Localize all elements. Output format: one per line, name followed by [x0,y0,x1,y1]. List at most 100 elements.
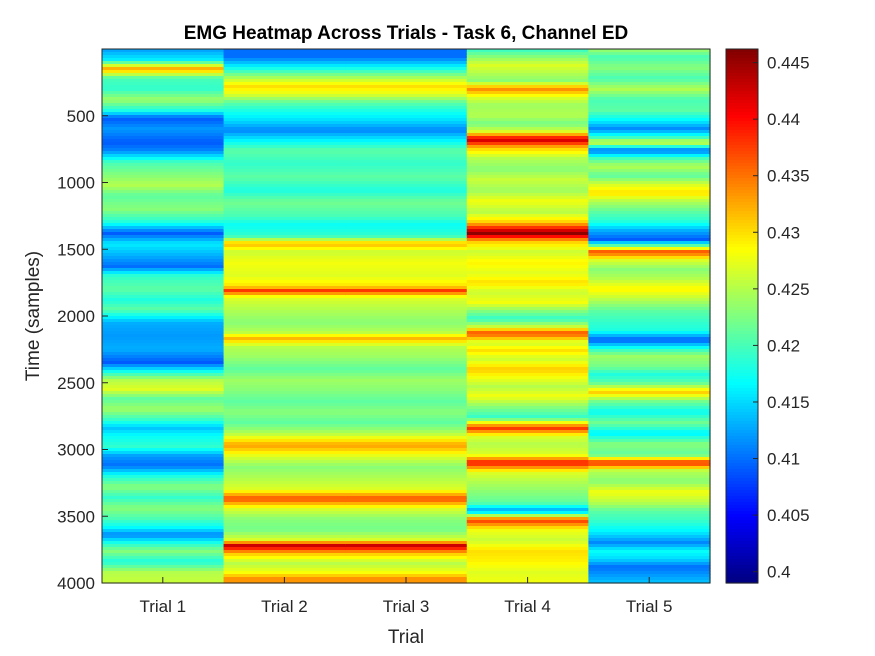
heatmap-cell [466,562,589,566]
heatmap-cell [466,73,589,77]
heatmap-cell [223,331,346,335]
heatmap-cell [466,307,589,311]
heatmap-cell [466,496,589,500]
heatmap-cell [588,529,711,533]
heatmap-cell [102,136,225,140]
heatmap-cell [223,190,346,194]
heatmap-cell [466,154,589,158]
heatmap-cell [466,97,589,101]
heatmap-cell [345,133,468,137]
colorbar-segment [726,130,758,134]
heatmap-cell [466,355,589,359]
heatmap-cell [588,184,711,188]
colorbar-segment [726,160,758,164]
heatmap-cell [345,517,468,521]
colorbar-segment [726,556,758,560]
heatmap-cell [466,403,589,407]
heatmap-cell [466,94,589,98]
heatmap-cell [345,169,468,173]
colorbar-segment [726,259,758,263]
heatmap-cell [345,553,468,557]
heatmap-cell [223,409,346,413]
heatmap-cell [466,202,589,206]
colorbar-segment [726,463,758,467]
heatmap-cell [345,286,468,290]
heatmap-cell [466,277,589,281]
heatmap-cell [345,394,468,398]
heatmap-cell [223,265,346,269]
colorbar-segment [726,478,758,482]
heatmap-cell [466,88,589,92]
heatmap-cell [588,379,711,383]
heatmap-cell [102,310,225,314]
heatmap-cell [345,292,468,296]
heatmap-cell [102,118,225,122]
heatmap-cell [588,325,711,329]
heatmap-cell [466,385,589,389]
colorbar-segment [726,205,758,209]
heatmap-cell [466,211,589,215]
heatmap-cell [466,55,589,59]
heatmap-cell [223,415,346,419]
heatmap-cell [102,490,225,494]
heatmap-cell [466,271,589,275]
heatmap-cell [588,505,711,509]
heatmap-cell [588,130,711,134]
heatmap-cell [102,256,225,260]
heatmap-cell [223,73,346,77]
heatmap-cell [223,85,346,89]
heatmap-cell [466,529,589,533]
heatmap-cell [223,442,346,446]
heatmap-cell [102,130,225,134]
heatmap-cell [223,49,346,53]
heatmap-cell [345,427,468,431]
heatmap-cell [223,352,346,356]
heatmap-cell [223,271,346,275]
heatmap-cell [102,370,225,374]
colorbar-segment [726,298,758,302]
heatmap-cell [466,538,589,542]
heatmap-cell [102,352,225,356]
heatmap-cell [102,79,225,83]
heatmap-cell [345,487,468,491]
heatmap-cell [223,568,346,572]
heatmap-cell [223,451,346,455]
heatmap-cell [466,280,589,284]
heatmap-cell [345,424,468,428]
colorbar-segment [726,265,758,269]
heatmap-cell [102,271,225,275]
colorbar-segment [726,64,758,68]
colorbar-segment [726,76,758,80]
heatmap-cell [102,178,225,182]
heatmap-cell [466,574,589,578]
heatmap-cell [588,100,711,104]
heatmap-cell [466,358,589,362]
heatmap-cell [466,82,589,86]
heatmap-cell [588,274,711,278]
colorbar-segment [726,457,758,461]
heatmap-cell [102,538,225,542]
colorbar-segment [726,88,758,92]
heatmap-cell [223,199,346,203]
heatmap-cell [345,250,468,254]
heatmap-cell [345,475,468,479]
heatmap-cell [102,160,225,164]
heatmap-cell [223,433,346,437]
heatmap-cell [466,112,589,116]
heatmap-cell [223,340,346,344]
heatmap-cell [466,349,589,353]
heatmap-cell [223,541,346,545]
heatmap-cell [588,205,711,209]
heatmap-cell [466,442,589,446]
colorbar-tick-label: 0.425 [767,280,810,299]
colorbar-segment [726,406,758,410]
heatmap-cell [588,136,711,140]
heatmap-cell [345,451,468,455]
heatmap-cell [345,466,468,470]
heatmap-cell [345,52,468,56]
heatmap-cell [588,562,711,566]
colorbar-segment [726,136,758,140]
colorbar-segment [726,148,758,152]
heatmap-cell [102,202,225,206]
heatmap-cell [588,490,711,494]
